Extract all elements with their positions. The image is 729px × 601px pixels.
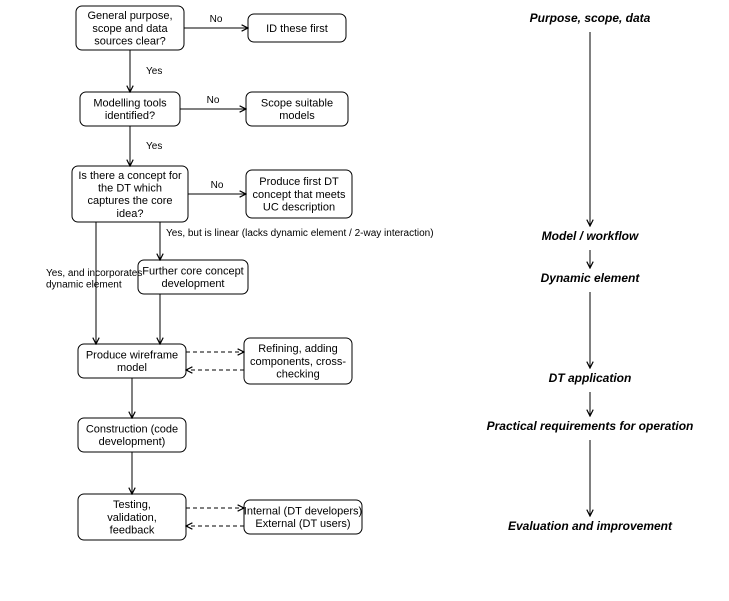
side-label: Purpose, scope, data <box>530 11 651 25</box>
side-label: Evaluation and improvement <box>508 519 673 533</box>
svg-text:Produce first DTconcept that m: Produce first DTconcept that meetsUC des… <box>253 176 346 213</box>
svg-text:Internal (DT developers)Extern: Internal (DT developers)External (DT use… <box>244 506 362 531</box>
edge-label: No <box>211 180 224 191</box>
edge-label: Yes, and incorporatesdynamic element <box>46 268 142 291</box>
svg-text:ID these first: ID these first <box>266 23 328 35</box>
svg-text:General purpose,scope and data: General purpose,scope and datasources cl… <box>88 10 173 47</box>
edge-label: Yes <box>146 141 162 152</box>
side-label: DT application <box>549 371 632 385</box>
svg-text:Construction (codedevelopment): Construction (codedevelopment) <box>86 424 178 449</box>
edge-label: No <box>207 95 220 106</box>
svg-text:Testing,validation,feedback: Testing,validation,feedback <box>107 499 157 536</box>
side-label: Practical requirements for operation <box>487 419 694 433</box>
edge-label: Yes, but is linear (lacks dynamic elemen… <box>166 228 434 239</box>
edge-label: No <box>210 14 223 25</box>
side-label: Dynamic element <box>541 271 641 285</box>
edge-label: Yes <box>146 66 162 77</box>
flowchart-canvas: General purpose,scope and datasources cl… <box>0 0 729 601</box>
side-label: Model / workflow <box>542 229 639 243</box>
